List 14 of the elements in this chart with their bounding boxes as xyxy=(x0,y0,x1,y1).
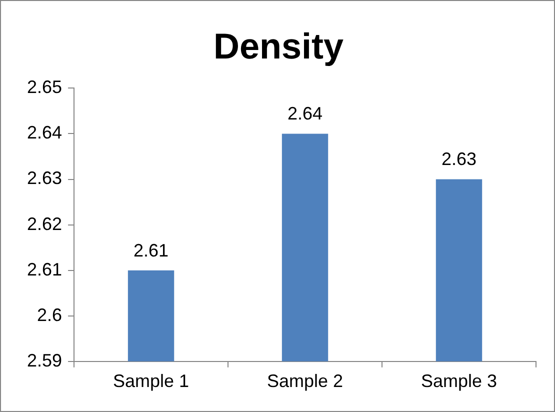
data-label: 2.64 xyxy=(287,104,323,124)
data-label: 2.61 xyxy=(134,240,169,260)
y-tick-label: 2.65 xyxy=(26,77,62,98)
y-tick-label: 2.6 xyxy=(37,304,62,325)
y-tick-label: 2.62 xyxy=(26,214,62,234)
y-tick-label: 2.59 xyxy=(26,350,62,370)
x-tick-label: Sample 3 xyxy=(420,371,498,392)
x-tick-label: Sample 1 xyxy=(113,371,190,392)
chart-title: Density xyxy=(213,26,344,67)
y-tick-label: 2.63 xyxy=(26,168,62,188)
x-tick-label: Sample 2 xyxy=(266,371,344,392)
y-tick-label: 2.61 xyxy=(26,259,62,280)
y-tick-label: 2.64 xyxy=(26,122,62,143)
data-label: 2.63 xyxy=(441,149,477,170)
